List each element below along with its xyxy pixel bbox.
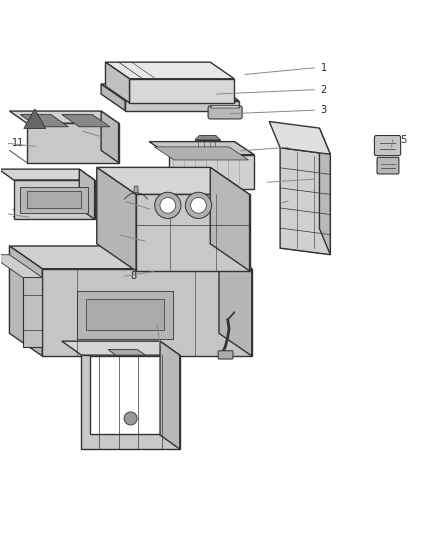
Text: 13: 13 <box>160 319 173 329</box>
Text: 11: 11 <box>12 139 24 148</box>
Polygon shape <box>154 147 249 160</box>
Polygon shape <box>10 111 119 123</box>
Text: 3: 3 <box>321 105 327 115</box>
Text: 8: 8 <box>131 271 137 281</box>
Polygon shape <box>81 355 180 449</box>
Polygon shape <box>280 148 330 255</box>
Polygon shape <box>136 195 250 271</box>
Polygon shape <box>106 62 130 103</box>
Polygon shape <box>101 111 119 163</box>
Polygon shape <box>210 106 240 108</box>
Polygon shape <box>319 128 330 255</box>
Polygon shape <box>97 167 250 195</box>
Polygon shape <box>149 142 254 155</box>
Polygon shape <box>134 186 138 193</box>
Polygon shape <box>10 246 252 269</box>
Polygon shape <box>234 142 254 189</box>
Polygon shape <box>0 255 42 277</box>
Polygon shape <box>79 169 95 220</box>
Text: 10: 10 <box>12 209 24 219</box>
Polygon shape <box>169 155 254 189</box>
Polygon shape <box>101 84 125 111</box>
FancyBboxPatch shape <box>208 106 242 119</box>
Circle shape <box>191 198 206 213</box>
Circle shape <box>124 412 137 425</box>
Circle shape <box>125 230 148 253</box>
Circle shape <box>129 235 143 248</box>
Polygon shape <box>108 350 145 355</box>
Polygon shape <box>97 167 136 271</box>
Text: 7: 7 <box>127 230 133 240</box>
Polygon shape <box>22 277 42 348</box>
Circle shape <box>127 197 146 216</box>
Polygon shape <box>195 140 220 152</box>
Circle shape <box>146 230 168 253</box>
Text: 4: 4 <box>294 142 300 152</box>
Polygon shape <box>101 84 239 101</box>
Polygon shape <box>27 123 119 163</box>
Text: 6: 6 <box>133 197 139 207</box>
Polygon shape <box>125 101 239 111</box>
Polygon shape <box>27 191 81 208</box>
Polygon shape <box>24 109 46 128</box>
Polygon shape <box>62 115 110 127</box>
Polygon shape <box>106 62 234 79</box>
Polygon shape <box>20 115 68 127</box>
Text: 5: 5 <box>321 174 327 184</box>
FancyBboxPatch shape <box>374 135 401 156</box>
Text: 1: 1 <box>321 63 327 73</box>
Polygon shape <box>219 246 252 356</box>
Polygon shape <box>269 122 330 154</box>
Circle shape <box>185 192 212 219</box>
Circle shape <box>150 235 164 248</box>
Polygon shape <box>77 290 173 338</box>
Polygon shape <box>42 269 252 356</box>
Circle shape <box>160 198 176 213</box>
Polygon shape <box>10 246 42 356</box>
Polygon shape <box>20 187 88 213</box>
Polygon shape <box>86 299 164 330</box>
Circle shape <box>120 190 152 222</box>
Polygon shape <box>195 135 220 140</box>
Polygon shape <box>210 167 250 271</box>
Text: 12: 12 <box>291 196 304 206</box>
Text: 2: 2 <box>321 85 327 95</box>
Text: 15: 15 <box>396 135 409 145</box>
FancyBboxPatch shape <box>377 157 399 174</box>
Circle shape <box>155 192 181 219</box>
Text: 9: 9 <box>89 126 95 136</box>
FancyBboxPatch shape <box>218 351 233 359</box>
Polygon shape <box>130 79 234 103</box>
Polygon shape <box>62 341 180 355</box>
Polygon shape <box>160 341 180 449</box>
Polygon shape <box>0 169 95 180</box>
Polygon shape <box>14 180 95 220</box>
